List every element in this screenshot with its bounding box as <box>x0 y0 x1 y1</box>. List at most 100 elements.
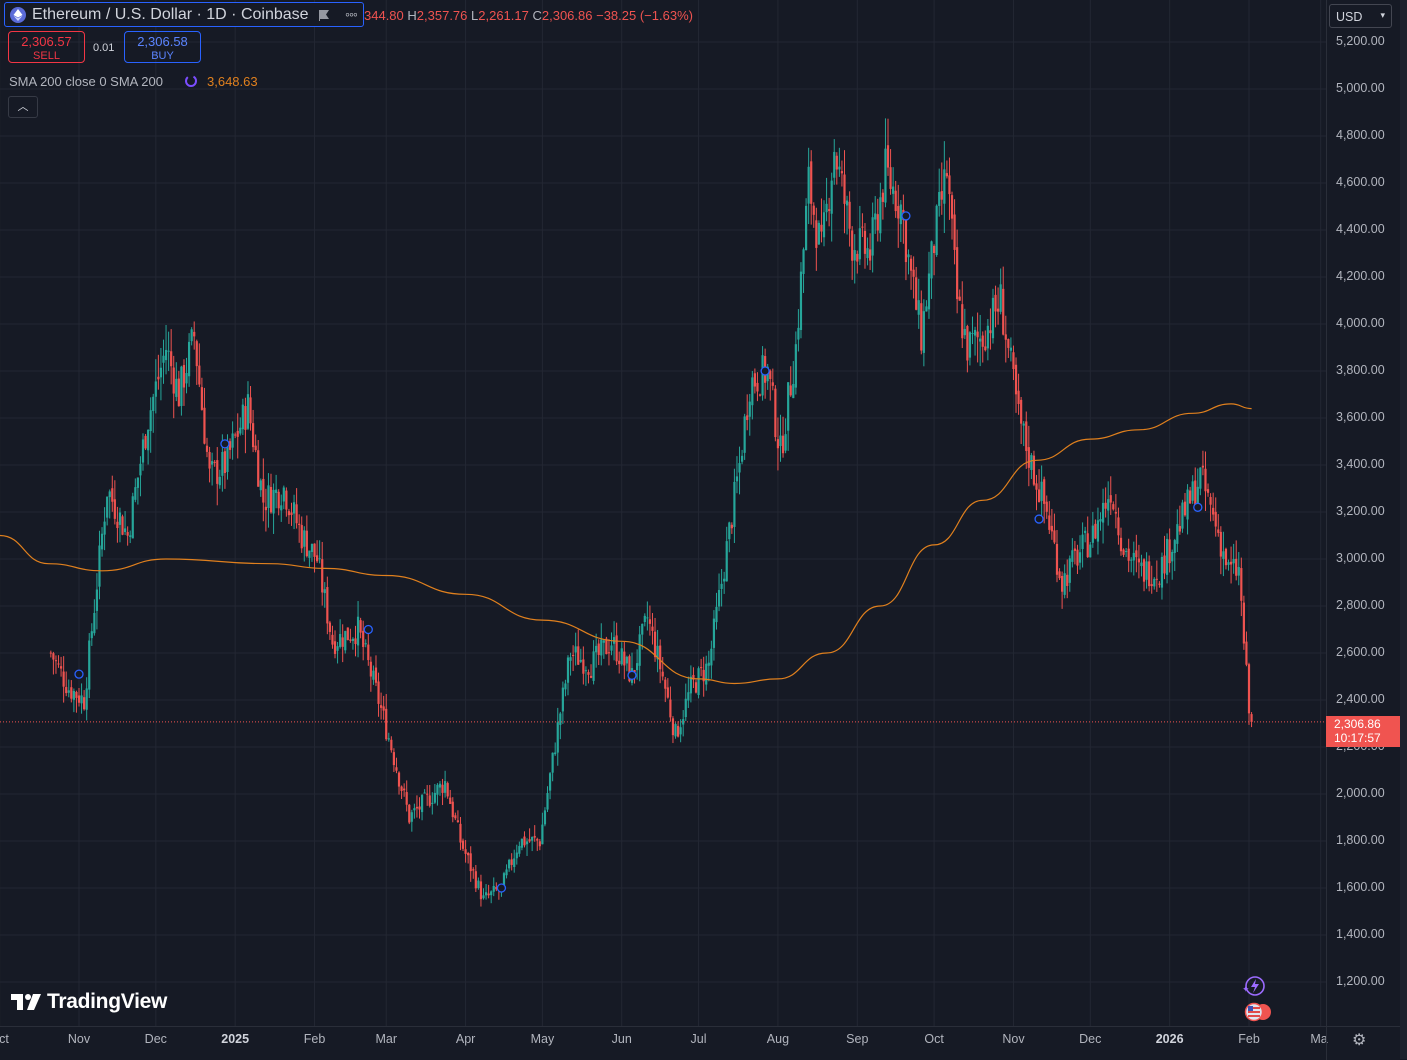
candle <box>262 458 265 522</box>
candle <box>502 871 506 886</box>
candle <box>618 651 621 674</box>
candle <box>308 550 311 567</box>
time-axis[interactable]: ct Nov Dec 2025 Feb Mar Apr May Jun Jul Aug Sep Oct N… <box>0 1026 1328 1060</box>
candle <box>871 202 874 273</box>
indicator-legend[interactable]: SMA 200 close 0 SMA 200 <box>9 74 163 89</box>
candle-body <box>1150 584 1153 587</box>
candle <box>833 139 836 185</box>
price-tick-label: 3,000.00 <box>1336 551 1385 565</box>
sell-button[interactable]: 2,306.57 SELL <box>8 31 85 63</box>
price-tick-label: 1,800.00 <box>1336 833 1385 847</box>
candle-body <box>1050 525 1053 532</box>
candle-body <box>170 351 173 367</box>
candle <box>159 347 163 401</box>
candle <box>835 152 838 185</box>
candle-body <box>1014 364 1018 395</box>
candle <box>564 679 567 697</box>
candle <box>989 308 992 350</box>
candle-body <box>932 245 936 254</box>
us-flag-event-icon[interactable] <box>1244 1001 1274 1023</box>
candle-body <box>582 659 585 674</box>
candle-body <box>1035 483 1038 490</box>
price-tick-label: 4,800.00 <box>1336 128 1385 142</box>
candle-body <box>1020 399 1023 424</box>
candle-body <box>981 335 984 347</box>
candle-body <box>1117 517 1120 536</box>
candle-body <box>738 463 741 473</box>
candle-body <box>595 645 598 653</box>
candle <box>738 446 741 495</box>
candlestick-chart[interactable] <box>0 0 1326 1026</box>
lightning-events-icon[interactable]: ✦ <box>1241 976 1267 998</box>
candle-body <box>874 213 877 220</box>
candle-body <box>339 633 342 647</box>
candle <box>1107 481 1110 526</box>
tradingview-logo[interactable]: TradingView <box>11 990 167 1014</box>
change-value: −38.25 (−1.63%) <box>596 8 693 23</box>
candle <box>1196 468 1199 506</box>
candle <box>377 672 380 717</box>
candle <box>257 440 260 487</box>
buy-button[interactable]: 2,306.58 BUY <box>124 31 201 63</box>
candle-body <box>735 476 739 482</box>
candle <box>866 237 869 266</box>
candle <box>482 888 485 900</box>
candle-body <box>533 835 536 838</box>
candle-body <box>1089 544 1092 558</box>
candle <box>551 752 554 782</box>
flag-icon[interactable] <box>318 9 330 21</box>
spread-value: 0.01 <box>93 42 115 54</box>
candle-body <box>1140 562 1143 567</box>
candle <box>249 386 252 431</box>
candle-body <box>984 346 987 351</box>
candle-body <box>216 460 219 484</box>
candle <box>126 526 129 546</box>
candle-body <box>966 326 969 361</box>
candle-body <box>172 367 175 394</box>
candle <box>909 255 913 290</box>
candle <box>1112 501 1115 511</box>
candle <box>303 526 306 562</box>
candle <box>1076 544 1079 575</box>
candle-body <box>828 209 831 211</box>
candle-body <box>259 480 262 491</box>
candle-body <box>211 461 214 465</box>
candle-body <box>1071 550 1074 562</box>
candle <box>203 387 206 445</box>
currency-select[interactable]: USD ▾ <box>1329 4 1392 28</box>
candle <box>211 452 214 486</box>
open-value: 344.80 <box>364 8 404 23</box>
chart-canvas[interactable] <box>0 0 1326 1026</box>
price-tick-label: 4,200.00 <box>1336 269 1385 283</box>
candle <box>339 619 342 649</box>
candle-body <box>835 155 838 170</box>
candle-body <box>77 695 81 703</box>
candle <box>973 326 977 356</box>
candle-body <box>927 273 931 310</box>
candle <box>70 680 73 703</box>
candle-body <box>426 793 429 795</box>
price-tick-label: 5,200.00 <box>1336 34 1385 48</box>
candle <box>566 655 570 696</box>
candle <box>1043 476 1046 524</box>
candle <box>438 780 442 796</box>
candle-body <box>111 488 114 502</box>
candle <box>451 797 454 823</box>
price-axis[interactable]: 5,200.00 5,000.00 4,800.00 4,600.00 4,400.00… <box>1326 0 1401 1026</box>
candle-body <box>1112 504 1115 510</box>
candle-body <box>1178 526 1181 532</box>
candle <box>756 372 759 402</box>
collapse-legend-button[interactable]: ︿ <box>8 96 38 118</box>
candle-body <box>62 671 65 687</box>
candle <box>779 414 782 462</box>
more-options-icon[interactable]: ◦◦◦ <box>345 6 358 22</box>
symbol-info[interactable]: Ethereum / U.S. Dollar · 1D · Coinbase ◦… <box>4 2 364 27</box>
sma-200-line <box>0 403 1252 685</box>
candle-body <box>879 197 882 234</box>
settings-gear-icon[interactable]: ⚙ <box>1352 1032 1367 1049</box>
symbol-title[interactable]: Ethereum / U.S. Dollar · 1D · Coinbase <box>32 5 309 23</box>
candle-body <box>1122 549 1125 555</box>
candle <box>838 147 841 177</box>
candle <box>1117 507 1120 545</box>
sell-price: 2,306.57 <box>21 34 72 49</box>
